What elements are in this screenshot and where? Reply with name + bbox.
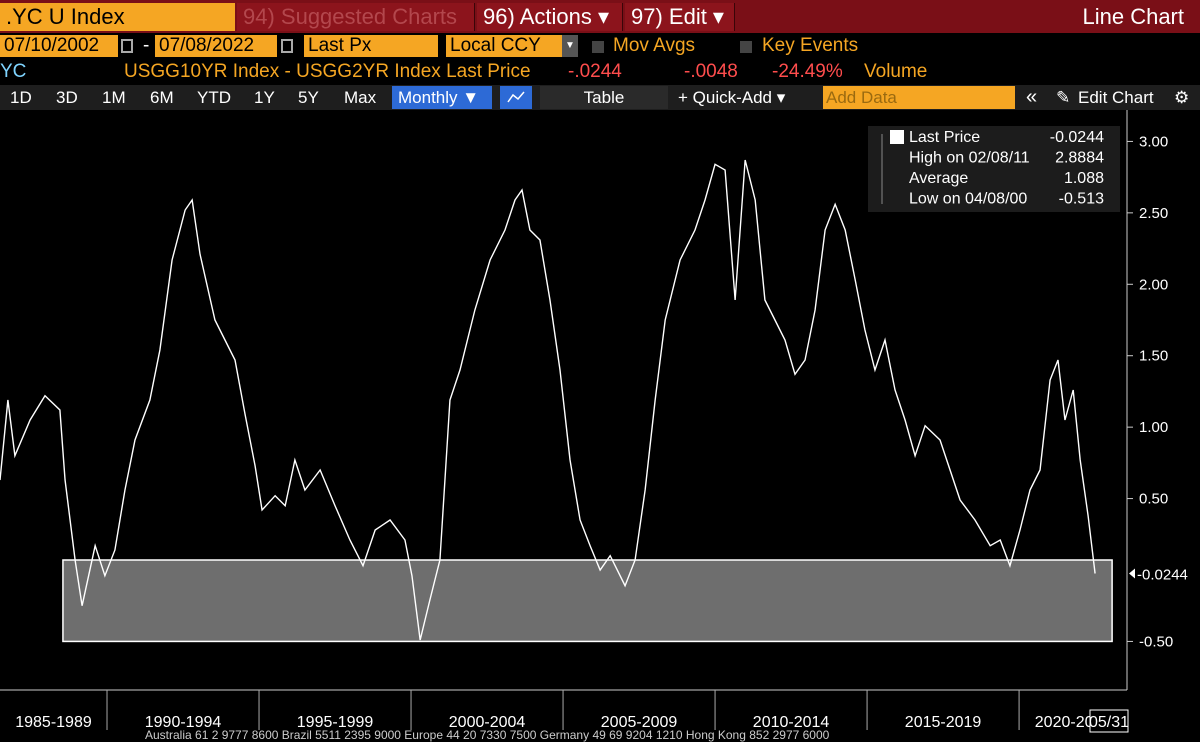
actions-menu[interactable]: 96) Actions ▾ <box>477 3 623 31</box>
x-tick-label: 1985-1989 <box>15 714 92 731</box>
end-date[interactable]: 07/08/2022 <box>155 35 277 57</box>
y-tick-label: -0.50 <box>1139 633 1173 650</box>
ticker-input[interactable]: .YC U Index <box>0 3 235 31</box>
range-button[interactable]: 1M <box>102 88 126 107</box>
date-dash: - <box>143 35 150 56</box>
range-button[interactable]: YTD <box>197 88 231 107</box>
legend-value: -0.0244 <box>1050 129 1104 146</box>
legend: Last Price -0.0244 High on 02/08/11 2.8884 A… <box>868 126 1120 212</box>
y-tick-label: 2.50 <box>1139 205 1168 222</box>
calendar-icon[interactable] <box>121 39 133 53</box>
edit-chart[interactable]: Edit Chart <box>1078 88 1154 107</box>
range-button[interactable]: 1Y <box>254 88 275 107</box>
checkbox[interactable] <box>592 40 604 58</box>
footer: Australia 61 2 9777 8600 Brazil 5511 239… <box>145 728 830 742</box>
legend-name: Last Price <box>909 129 980 146</box>
screen-title: Line Chart <box>1082 4 1184 29</box>
legend-value: 2.8884 <box>1055 150 1104 167</box>
volume: Volume <box>864 61 928 82</box>
calendar-icon[interactable] <box>281 39 293 53</box>
edit-menu[interactable]: 97) Edit ▾ <box>625 3 735 31</box>
table-button[interactable]: Table <box>540 86 668 109</box>
mov-avgs[interactable]: Mov Avgs <box>613 35 696 56</box>
x-tick-label: 1995-1999 <box>297 714 374 731</box>
key-events[interactable]: Key Events <box>762 35 859 56</box>
legend-name: Low on 04/08/00 <box>909 191 1027 208</box>
last-value-label: -0.0244 <box>1137 566 1188 583</box>
icon <box>507 91 525 103</box>
chart-type-icon[interactable] <box>500 86 532 109</box>
frequency-button[interactable]: Monthly ▼ <box>392 86 492 109</box>
x-end-box <box>1089 709 1129 733</box>
legend-value: 1.088 <box>1064 170 1104 187</box>
x-tick-label: 2005-2009 <box>601 714 678 731</box>
range-button[interactable]: Max <box>344 88 377 107</box>
y-tick-label: 2.00 <box>1139 276 1168 293</box>
range-button[interactable]: 5Y <box>298 88 319 107</box>
last-value-marker <box>1129 568 1135 579</box>
legend-name: Average <box>909 170 968 187</box>
range-button[interactable]: 6M <box>150 88 174 107</box>
security-desc: USGG10YR Index - USGG2YR Index Last Pric… <box>124 61 531 82</box>
collapse-button[interactable]: « <box>1026 86 1038 108</box>
security-short: YC <box>0 61 27 82</box>
x-tick-label: 2015-2019 <box>905 714 982 731</box>
y-tick-label: 3.00 <box>1139 133 1168 150</box>
last-value: -.0244 <box>568 61 622 82</box>
settings-icon[interactable]: ⚙ <box>1174 88 1190 107</box>
quick-add[interactable]: + Quick-Add ▾ <box>678 88 786 107</box>
field-select[interactable]: Last Px <box>304 35 438 57</box>
x-tick-label: 2010-2014 <box>753 714 830 731</box>
range-button[interactable]: 1D <box>10 88 32 107</box>
change: -.0048 <box>684 61 738 82</box>
range-button[interactable]: 3D <box>56 88 78 107</box>
x-end-label: 05/31 <box>1089 714 1129 731</box>
price-line <box>0 159 1096 641</box>
legend-value: -0.513 <box>1059 191 1104 208</box>
y-tick-label: 0.50 <box>1139 491 1168 508</box>
suggested-charts[interactable]: 94) Suggested Charts <box>237 3 475 31</box>
edit-chart-icon[interactable]: ✎ <box>1056 88 1071 107</box>
dropdown-arrow[interactable]: ▼ <box>562 35 578 57</box>
legend-name: High on 02/08/11 <box>909 150 1030 167</box>
legend-bg <box>868 126 1120 212</box>
x-tick-label: 2000-2004 <box>449 714 526 731</box>
legend-swatch <box>890 130 904 144</box>
highlight-band <box>62 559 1113 643</box>
x-tick-label: 1990-1994 <box>145 714 222 731</box>
y-tick-label: 1.00 <box>1139 419 1168 436</box>
change-pct: -24.49% <box>772 61 843 82</box>
y-tick-label: 1.50 <box>1139 348 1168 365</box>
start-date[interactable]: 07/10/2002 <box>0 35 118 57</box>
currency-select[interactable]: Local CCY <box>446 35 562 57</box>
checkbox[interactable] <box>740 40 752 58</box>
add-data-input[interactable]: Add Data <box>823 86 1015 109</box>
